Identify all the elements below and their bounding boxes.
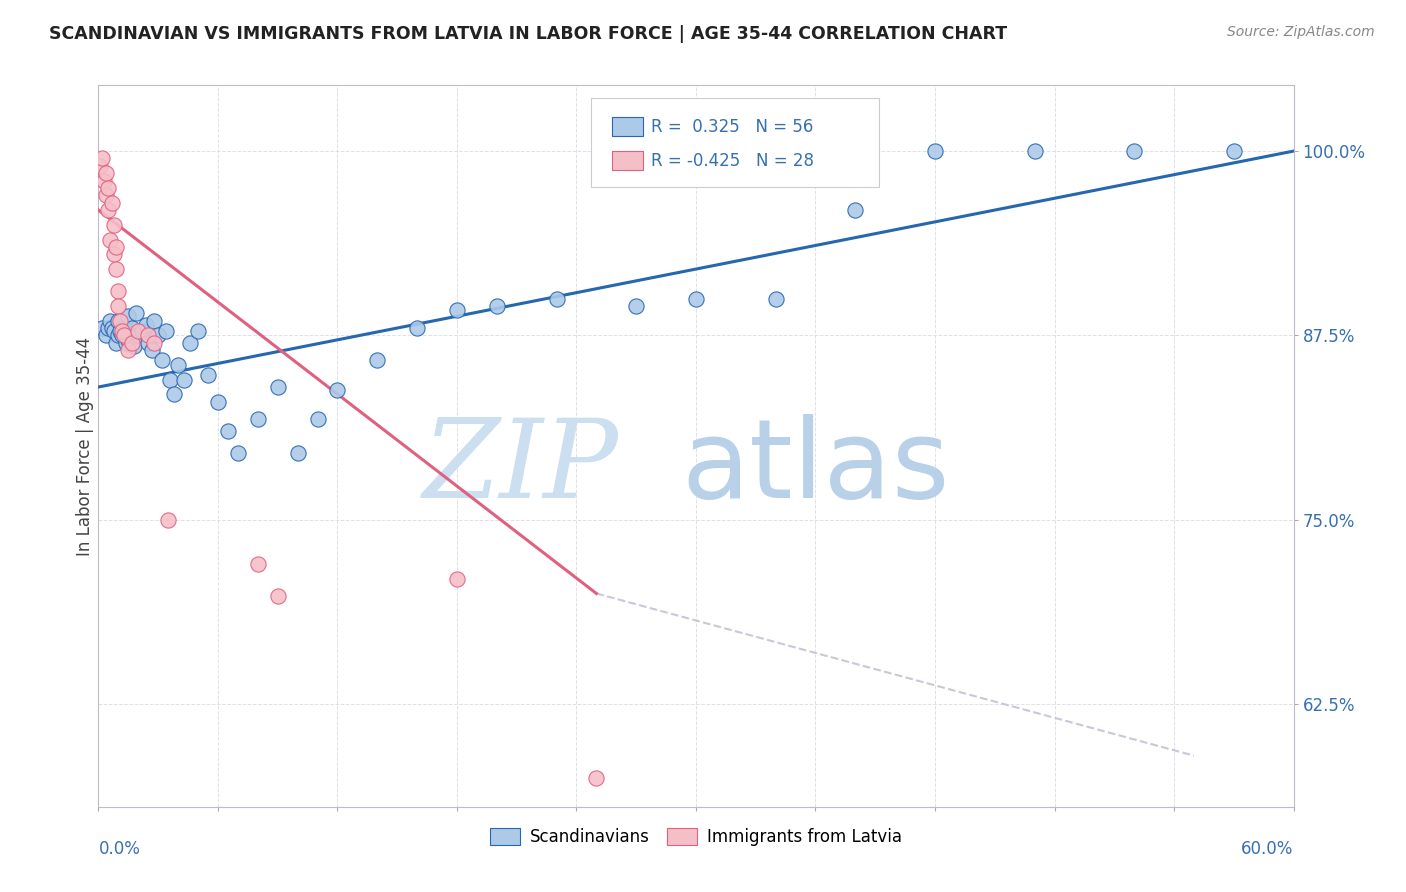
Point xyxy=(267,380,290,394)
Y-axis label: In Labor Force | Age 35-44: In Labor Force | Age 35-44 xyxy=(76,336,94,556)
Point xyxy=(924,144,946,158)
Point xyxy=(157,513,180,527)
Point xyxy=(121,321,143,335)
Point xyxy=(112,328,135,343)
Point xyxy=(143,313,166,327)
Text: 60.0%: 60.0% xyxy=(1241,839,1294,858)
Point xyxy=(765,292,787,306)
Point xyxy=(155,324,177,338)
Point xyxy=(111,324,134,338)
Point xyxy=(97,321,120,335)
Point xyxy=(97,181,120,195)
Text: Source: ZipAtlas.com: Source: ZipAtlas.com xyxy=(1227,25,1375,39)
Point xyxy=(150,353,173,368)
Point xyxy=(446,303,468,318)
Text: R =  0.325   N = 56: R = 0.325 N = 56 xyxy=(651,118,813,136)
Point xyxy=(110,324,132,338)
Point xyxy=(97,203,120,218)
Legend: Scandinavians, Immigrants from Latvia: Scandinavians, Immigrants from Latvia xyxy=(484,822,908,853)
Point xyxy=(148,328,170,343)
Text: atlas: atlas xyxy=(682,414,949,521)
Point xyxy=(307,412,329,426)
Point xyxy=(107,284,129,298)
Point xyxy=(107,299,129,313)
Point xyxy=(121,335,143,350)
Point xyxy=(226,446,249,460)
Point xyxy=(117,343,139,358)
Point xyxy=(125,306,148,320)
Point xyxy=(105,262,128,277)
Point xyxy=(98,313,122,327)
Point xyxy=(1024,144,1046,158)
Point xyxy=(120,326,142,341)
Point xyxy=(103,218,125,232)
Point xyxy=(173,373,195,387)
Point xyxy=(127,328,149,343)
Point xyxy=(117,310,139,324)
Point xyxy=(135,318,157,332)
Point xyxy=(127,324,149,338)
Point xyxy=(163,387,186,401)
Point xyxy=(406,321,429,335)
Text: R = -0.425   N = 28: R = -0.425 N = 28 xyxy=(651,152,814,169)
Point xyxy=(105,240,128,254)
Point xyxy=(96,188,118,202)
Point xyxy=(131,324,153,338)
Point xyxy=(546,292,568,306)
Point xyxy=(207,394,229,409)
Point xyxy=(159,373,181,387)
Point xyxy=(96,328,118,343)
Point xyxy=(101,321,124,335)
Point xyxy=(326,383,349,397)
Point xyxy=(187,324,209,338)
Point xyxy=(124,339,146,353)
Point xyxy=(446,572,468,586)
Text: SCANDINAVIAN VS IMMIGRANTS FROM LATVIA IN LABOR FORCE | AGE 35-44 CORRELATION CH: SCANDINAVIAN VS IMMIGRANTS FROM LATVIA I… xyxy=(49,25,1007,43)
Point xyxy=(197,368,219,383)
Point xyxy=(117,333,139,347)
Point xyxy=(1223,144,1246,158)
Point xyxy=(143,335,166,350)
Point xyxy=(585,771,607,785)
Point xyxy=(93,173,115,187)
Point xyxy=(246,412,269,426)
Point xyxy=(115,335,138,350)
Point xyxy=(103,324,125,338)
Point xyxy=(485,299,508,313)
Point xyxy=(105,335,128,350)
Point xyxy=(141,343,163,358)
Point xyxy=(107,328,129,343)
Point xyxy=(112,321,135,335)
Point xyxy=(91,152,114,166)
Point xyxy=(96,166,118,180)
Point xyxy=(98,233,122,247)
Point xyxy=(685,292,707,306)
Point xyxy=(107,313,129,327)
Text: ZIP: ZIP xyxy=(422,414,619,522)
Point xyxy=(136,335,159,350)
Point xyxy=(287,446,309,460)
Point xyxy=(167,358,190,372)
Point xyxy=(267,590,290,604)
Point xyxy=(91,321,114,335)
Point xyxy=(246,557,269,571)
Point xyxy=(366,353,388,368)
Point xyxy=(103,247,125,261)
Text: 0.0%: 0.0% xyxy=(98,839,141,858)
Point xyxy=(844,203,866,218)
Point xyxy=(101,195,124,210)
Point xyxy=(1123,144,1146,158)
Point xyxy=(626,299,648,313)
Point xyxy=(136,328,159,343)
Point xyxy=(89,159,111,173)
Point xyxy=(217,424,239,438)
Point xyxy=(111,328,134,343)
Point xyxy=(179,335,201,350)
Point xyxy=(110,313,132,327)
